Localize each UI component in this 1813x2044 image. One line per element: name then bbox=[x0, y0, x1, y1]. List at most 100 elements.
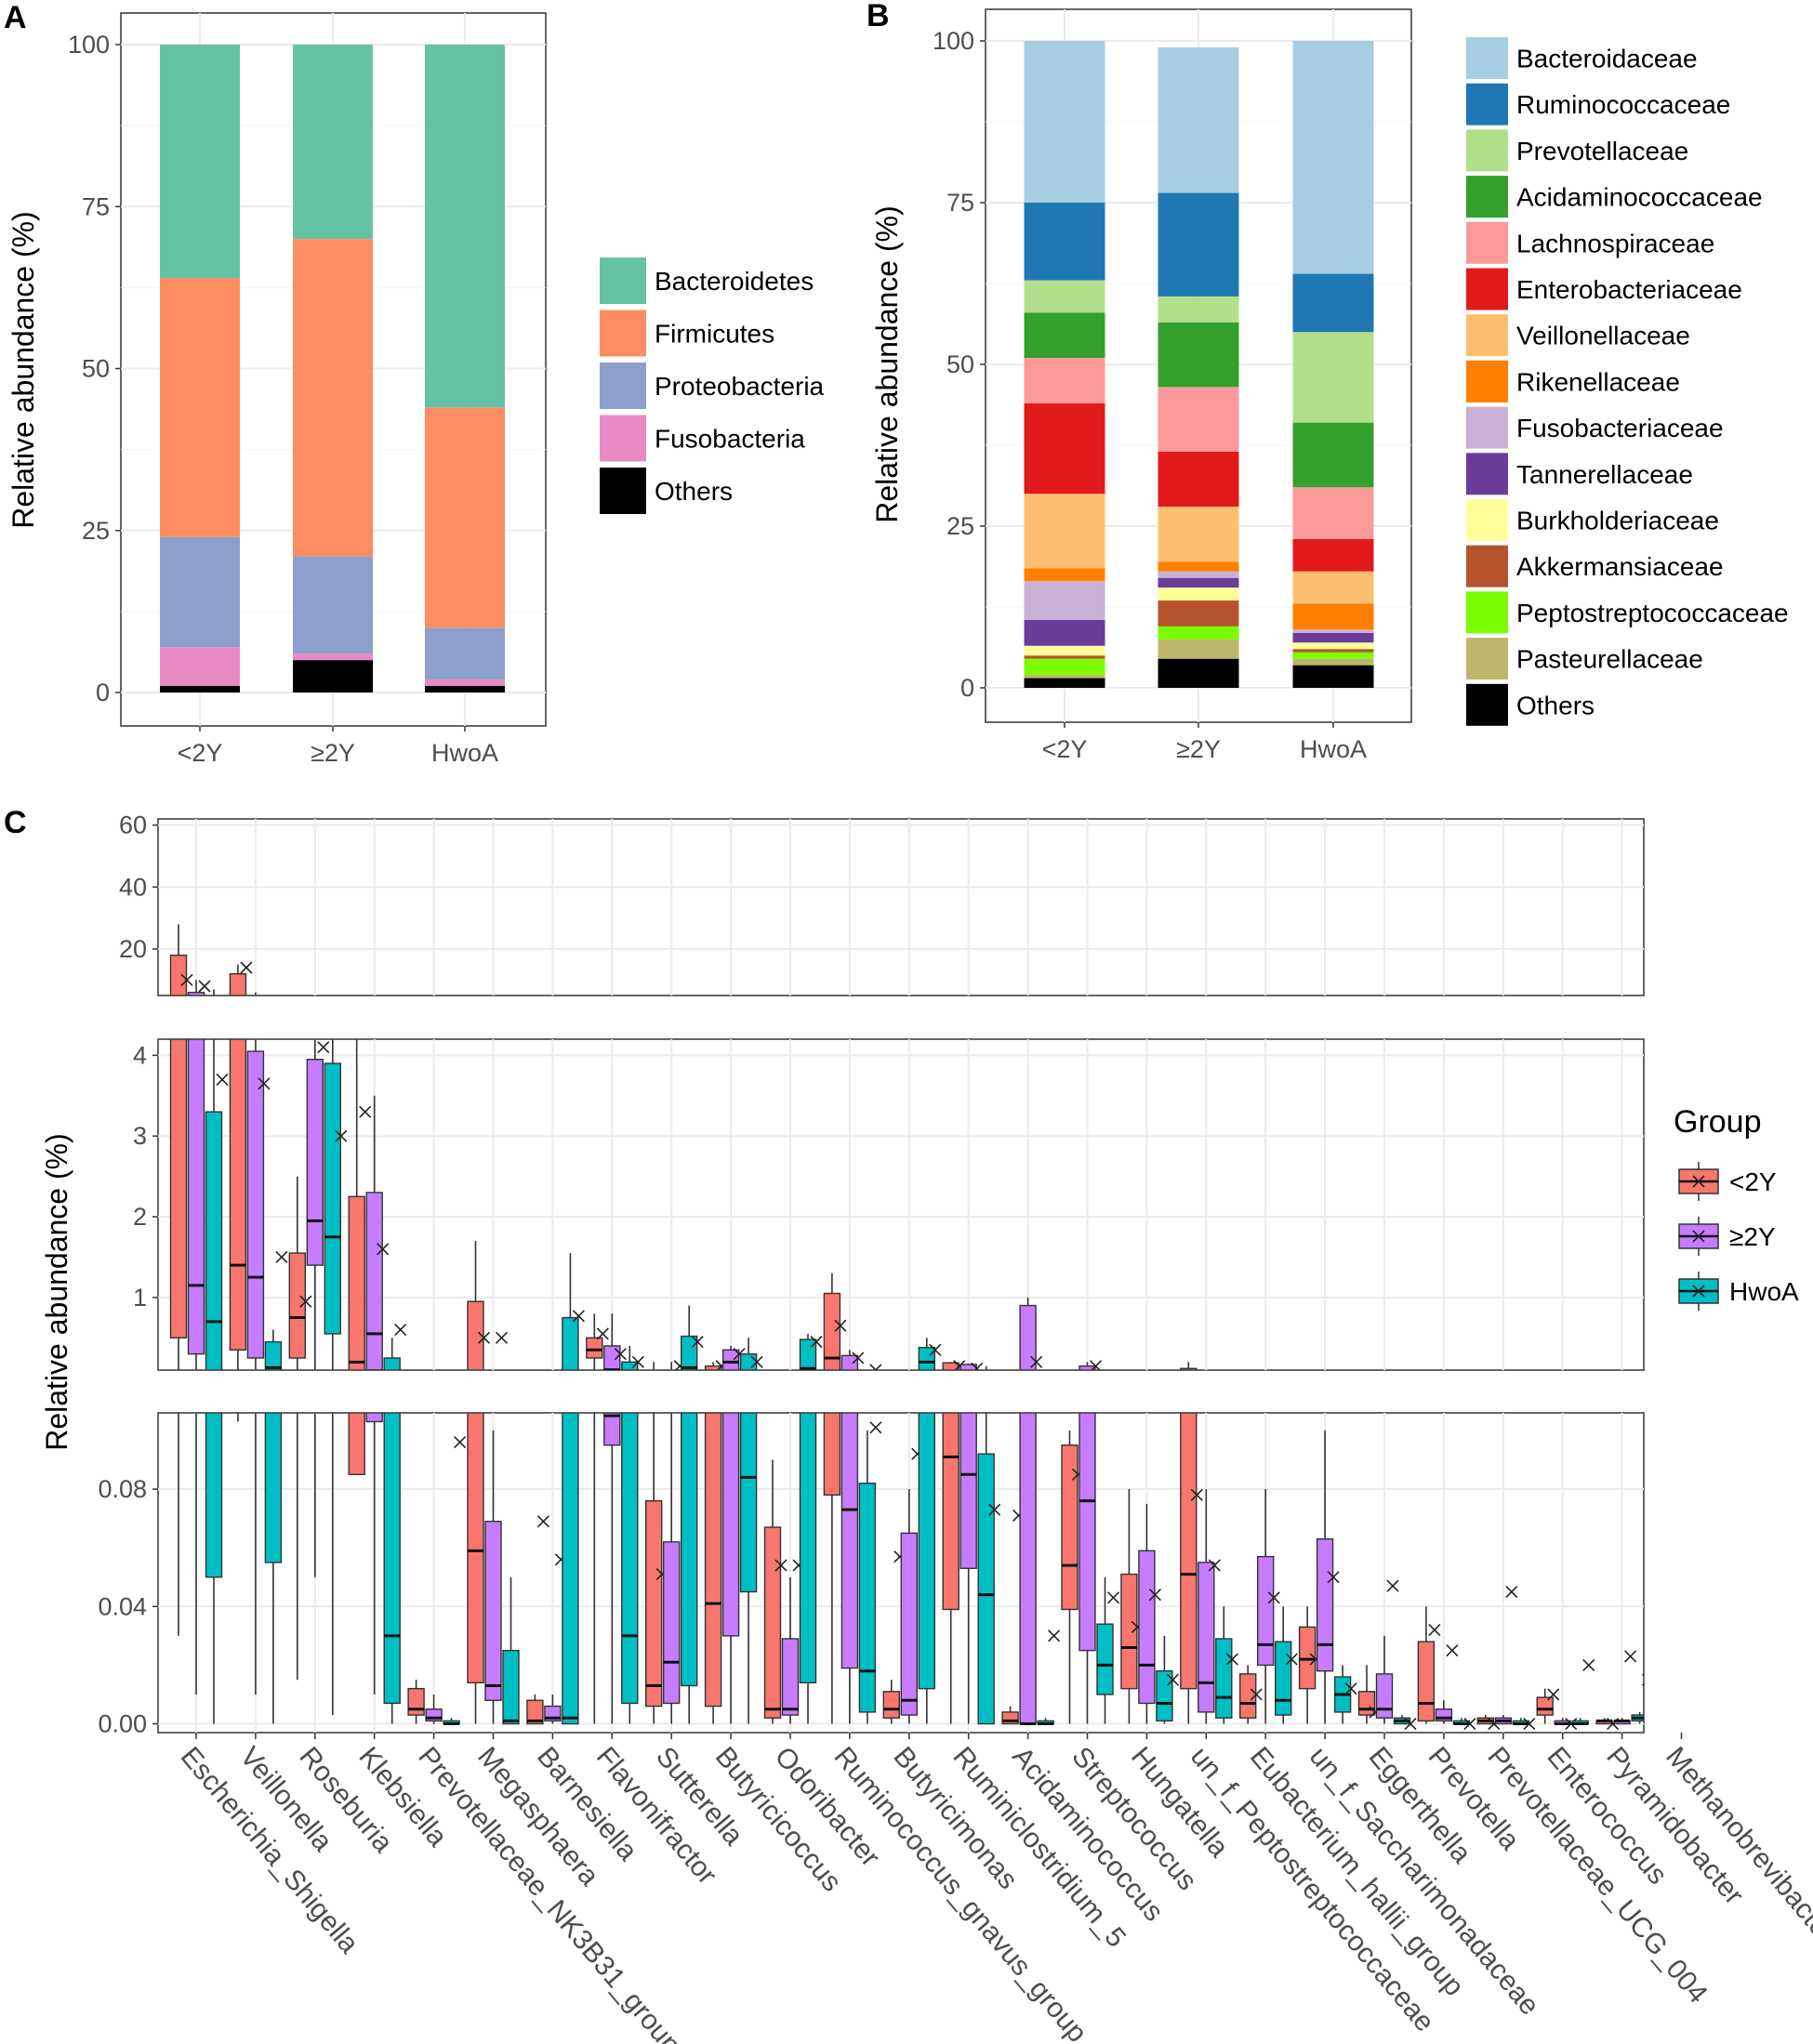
panel-c-box-body bbox=[1198, 1562, 1215, 1713]
panel-c-box-flavonifractor-hwoa bbox=[621, 1345, 644, 1370]
panel-c-ytick-label: 0.08 bbox=[98, 1475, 147, 1503]
b-legend-key-lachnospiraceae bbox=[1466, 221, 1508, 264]
panel-c-mean-marker bbox=[335, 1129, 348, 1142]
panel-c-mean-marker bbox=[317, 1041, 330, 1054]
panel-c-box-body bbox=[621, 1361, 639, 1370]
b-legend-key-bacteroidaceae bbox=[1466, 37, 1508, 79]
panel-c-ytick-label: 0.00 bbox=[98, 1710, 147, 1738]
b-legend-key-peptostreptococcaceae bbox=[1466, 591, 1508, 634]
a-bar-ge2y-others bbox=[293, 660, 373, 692]
panel-c-box-megasphaera-lt2y bbox=[467, 1241, 491, 1370]
a-legend-label-bacteroidetes: Bacteroidetes bbox=[655, 267, 814, 296]
panel-c-box-body bbox=[1256, 1555, 1275, 1667]
panel-c-mean-marker bbox=[810, 1336, 823, 1349]
a-bar-lt2y-others bbox=[160, 686, 240, 692]
b-ytick-label: 100 bbox=[933, 27, 974, 55]
panel-c-box-barnesiella-hwoa bbox=[562, 1413, 579, 1725]
b-bar-lt2y-others bbox=[1024, 678, 1105, 688]
b-bar-ge2y-ruminococcaceae bbox=[1158, 192, 1239, 297]
panel-c-box-body bbox=[942, 1413, 959, 1611]
panel-c-legend-mean bbox=[1692, 1230, 1705, 1243]
panel-c-box-body bbox=[621, 1413, 639, 1705]
panel-c-box-pyramidobacter-lt2y bbox=[1595, 1717, 1620, 1731]
b-bar-ge2y-acidaminococcaceae bbox=[1158, 322, 1239, 388]
b-legend-key-burkholderiaceae bbox=[1466, 499, 1508, 541]
panel-c-box-barnesiella-ge2y bbox=[544, 1553, 567, 1724]
panel-c-box-body bbox=[467, 1413, 484, 1684]
b-bar-hwoa-lachnospiraceae bbox=[1292, 487, 1374, 539]
panel-c-box-body bbox=[348, 1195, 365, 1370]
panel-c-box-eggerthella-hwoa bbox=[1393, 1715, 1417, 1731]
panel-c-mean-marker bbox=[852, 1352, 865, 1365]
a-bar-hwoa-fusobacteria bbox=[425, 679, 505, 687]
a-ytick-label: 75 bbox=[82, 192, 110, 220]
panel-c-box-escherichia-shigella-lt2y bbox=[169, 1039, 188, 1370]
panel-c-box-body bbox=[704, 1365, 722, 1370]
b-legend-label-lachnospiraceae: Lachnospiraceae bbox=[1516, 229, 1714, 257]
panel-c-box-body bbox=[1079, 1365, 1096, 1370]
panel-c-box-sutterella-hwoa bbox=[681, 1413, 698, 1724]
panel-c-box-body bbox=[288, 1252, 306, 1359]
panel-c-box-un-f-saccharimonadaceae-hwoa bbox=[1333, 1665, 1357, 1724]
panel-c-mean-marker bbox=[1048, 1629, 1061, 1642]
panel-c-box-acidaminococcus-ge2y bbox=[1019, 1413, 1037, 1726]
b-bar-hwoa-veillonellaceae bbox=[1292, 571, 1374, 604]
a-xtick-label-hwoa: HwoA bbox=[431, 739, 498, 767]
b-bar-ge2y-burkholderiaceae bbox=[1158, 587, 1239, 601]
panel-c-box-body bbox=[1019, 1413, 1037, 1725]
panel-c-box-enterococcus-hwoa bbox=[1571, 1658, 1595, 1726]
panel-c-box-ruminiclostridium-5-ge2y bbox=[959, 1413, 977, 1724]
panel-c-mean-marker bbox=[198, 980, 211, 993]
panel-c-box-flavonifractor-ge2y bbox=[603, 1413, 621, 1724]
panel-c-facet-content bbox=[158, 1413, 1689, 1733]
b-bar-lt2y-prevotellaceae bbox=[1024, 280, 1105, 313]
b-legend-label-prevotellaceae: Prevotellaceae bbox=[1516, 137, 1688, 165]
b-bar-hwoa-acidaminococcaceae bbox=[1292, 422, 1374, 488]
a-bar-ge2y-bacteroidetes bbox=[293, 45, 373, 240]
panel-c-box-body bbox=[704, 1413, 722, 1708]
panel-c-box-ruminococcus-gnavus-group-lt2y bbox=[823, 1273, 847, 1370]
a-bar-ge2y-proteobacteria bbox=[293, 556, 373, 654]
panel-c-box-ruminococcus-gnavus-group-hwoa bbox=[869, 1364, 882, 1370]
panel-c-box-body bbox=[739, 1352, 758, 1370]
panel-c-box-prevotella-lt2y bbox=[1417, 1606, 1441, 1724]
panel-c-mean-marker bbox=[495, 1331, 509, 1344]
panel-c-box-body bbox=[1357, 1691, 1376, 1716]
panel-c-box-un-f-peptostreptococcaceae-hwoa bbox=[1215, 1606, 1238, 1724]
a-legend-label-proteobacteria: Proteobacteria bbox=[655, 372, 825, 401]
panel-c-mean-marker bbox=[1208, 1559, 1221, 1572]
panel-c-mean-marker bbox=[572, 1310, 585, 1323]
panel-c-box-flavonifractor-ge2y bbox=[603, 1313, 627, 1370]
panel-c-box-body bbox=[645, 1499, 663, 1708]
b-bar-hwoa-enterobacteriaceae bbox=[1292, 538, 1374, 572]
a-bar-lt2y-fusobacteria bbox=[160, 647, 240, 687]
panel-c-box-body bbox=[1674, 1700, 1689, 1718]
a-legend-key-firmicutes bbox=[600, 310, 646, 357]
panel-c-mean-marker bbox=[1106, 1591, 1120, 1604]
panel-b-label: B bbox=[867, 0, 890, 33]
panel-c-mean-marker bbox=[1428, 1623, 1441, 1637]
panel-c-ytick-label: 1 bbox=[133, 1284, 147, 1312]
panel-c-box-ruminiclostridium-5-ge2y bbox=[959, 1362, 984, 1370]
panel-c-box-body bbox=[918, 1413, 935, 1690]
b-legend-key-prevotellaceae bbox=[1466, 129, 1508, 172]
panel-c-mean-marker bbox=[275, 1250, 288, 1264]
b-ytick-label: 0 bbox=[960, 674, 974, 702]
panel-c-mean-marker bbox=[359, 1105, 372, 1118]
a-ytick-label: 0 bbox=[96, 679, 110, 706]
panel-c-box-body bbox=[603, 1413, 621, 1446]
panel-c-box-ruminococcus-gnavus-group-hwoa bbox=[858, 1421, 882, 1724]
panel-b-y-axis-title: Relative abundance (%) bbox=[870, 205, 904, 523]
panel-c-box-pyramidobacter-hwoa bbox=[1631, 1673, 1644, 1724]
panel-c-mean-marker bbox=[869, 1364, 882, 1370]
panel-c-box-body bbox=[229, 972, 247, 996]
b-bar-hwoa-tannerellaceae bbox=[1292, 632, 1374, 643]
a-ytick-label: 100 bbox=[68, 31, 110, 59]
panel-c-box-enterococcus-lt2y bbox=[1536, 1688, 1560, 1724]
panel-c-ytick-label: 4 bbox=[133, 1041, 147, 1069]
panel-c-box-body bbox=[681, 1413, 698, 1687]
b-legend-label-akkermansiaceae: Akkermansiaceae bbox=[1516, 552, 1724, 581]
panel-c-box-hungatella-ge2y bbox=[1138, 1503, 1161, 1724]
panel-c-box-butyricimonas-hwoa bbox=[918, 1338, 942, 1370]
panel-c-mean-marker bbox=[1250, 1688, 1263, 1701]
